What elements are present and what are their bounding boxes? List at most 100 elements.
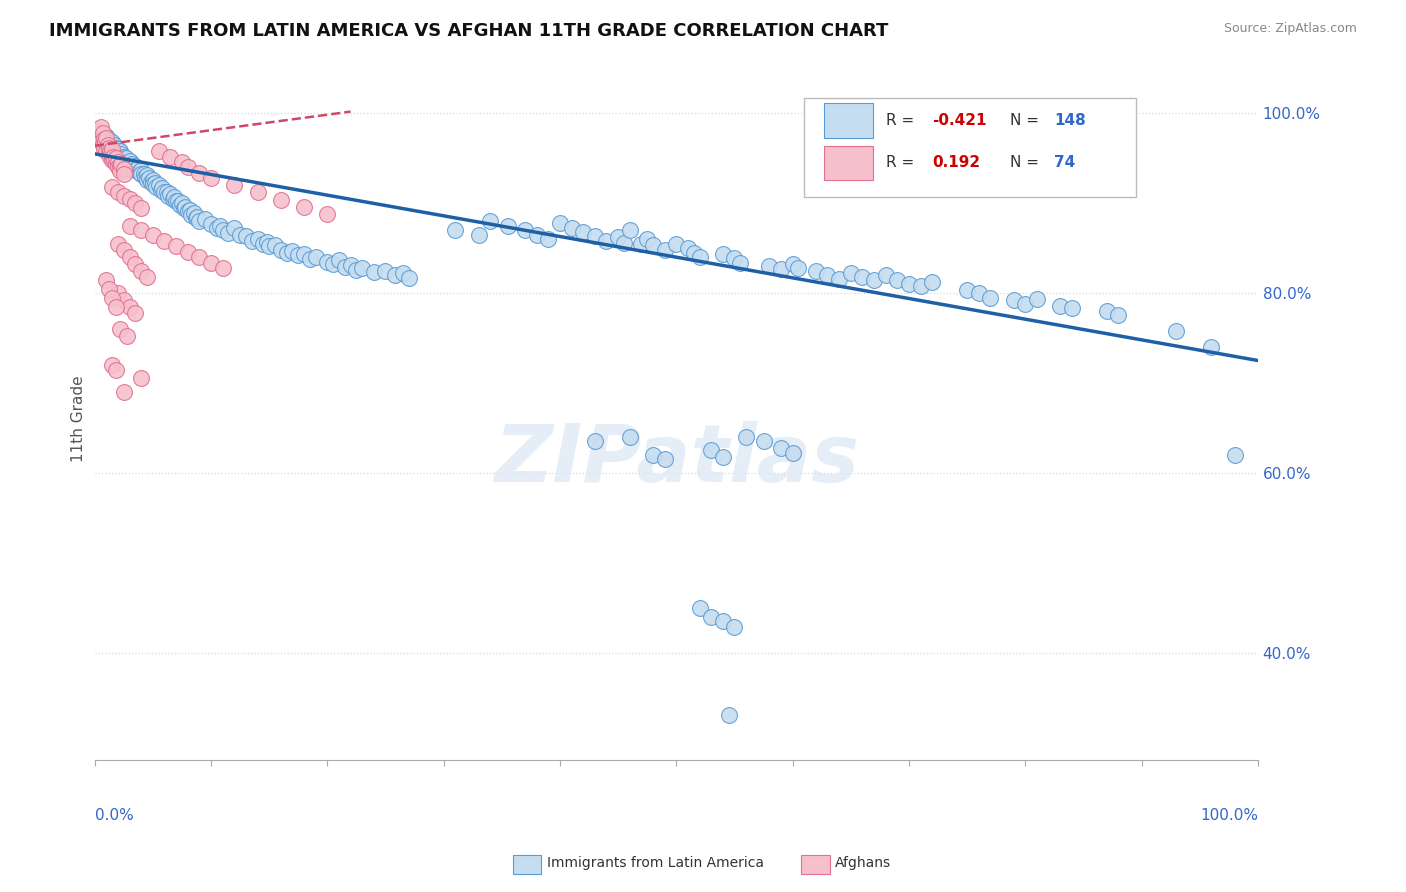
Point	[967, 286, 990, 301]
Point	[124, 159, 146, 173]
Point	[97, 136, 120, 151]
Point	[139, 175, 162, 189]
Point	[344, 262, 367, 277]
Point	[91, 131, 114, 145]
Point	[170, 196, 193, 211]
Point	[142, 178, 165, 192]
Point	[839, 266, 862, 280]
Point	[398, 270, 420, 285]
Point	[104, 151, 127, 165]
Point	[110, 322, 132, 336]
Point	[194, 212, 217, 227]
Point	[246, 186, 269, 200]
Point	[444, 223, 467, 237]
Point	[129, 223, 152, 237]
Point	[97, 141, 120, 155]
Point	[112, 162, 135, 177]
Point	[363, 265, 385, 279]
Point	[211, 223, 233, 237]
Point	[752, 434, 775, 449]
Point	[142, 173, 165, 187]
Text: -0.421: -0.421	[932, 113, 987, 128]
Point	[613, 235, 636, 250]
Point	[526, 227, 548, 242]
Point	[352, 260, 374, 275]
Point	[110, 157, 132, 171]
Point	[956, 283, 979, 297]
Point	[118, 159, 141, 173]
Point	[339, 258, 361, 272]
Point	[654, 243, 676, 257]
Point	[163, 190, 186, 204]
Point	[136, 269, 159, 284]
Point	[162, 192, 184, 206]
Point	[124, 196, 146, 211]
Point	[711, 614, 734, 628]
Point	[124, 257, 146, 271]
Point	[179, 203, 201, 218]
Point	[298, 252, 321, 266]
Point	[641, 238, 664, 252]
Point	[98, 139, 121, 153]
Point	[689, 250, 711, 264]
Point	[177, 204, 200, 219]
Point	[723, 620, 745, 634]
Point	[281, 244, 304, 258]
Point	[93, 131, 115, 145]
Point	[548, 216, 571, 230]
Point	[104, 144, 127, 158]
Point	[101, 291, 124, 305]
Text: R =: R =	[886, 155, 914, 170]
Point	[91, 137, 114, 152]
Point	[124, 306, 146, 320]
Text: 74: 74	[1054, 155, 1076, 170]
Point	[384, 268, 406, 282]
Point	[101, 180, 124, 194]
Point	[136, 169, 159, 183]
Point	[1049, 299, 1071, 313]
Point	[711, 450, 734, 464]
Point	[107, 155, 129, 169]
Point	[863, 272, 886, 286]
Point	[112, 149, 135, 163]
Point	[124, 163, 146, 178]
Point	[96, 144, 118, 158]
Point	[256, 235, 278, 249]
Point	[188, 214, 211, 228]
Point	[787, 260, 810, 275]
Point	[87, 124, 110, 138]
Point	[150, 181, 173, 195]
Point	[129, 168, 152, 182]
Point	[148, 144, 170, 158]
Point	[174, 200, 197, 214]
Point	[636, 232, 658, 246]
Point	[496, 219, 519, 233]
Point	[98, 144, 121, 158]
Point	[676, 241, 699, 255]
Text: N =: N =	[1010, 113, 1039, 128]
Point	[689, 600, 711, 615]
Point	[101, 142, 124, 156]
Text: ZIPatlas: ZIPatlas	[494, 421, 859, 499]
Text: IMMIGRANTS FROM LATIN AMERICA VS AFGHAN 11TH GRADE CORRELATION CHART: IMMIGRANTS FROM LATIN AMERICA VS AFGHAN …	[49, 22, 889, 40]
Point	[104, 140, 127, 154]
Point	[98, 149, 121, 163]
Point	[1002, 293, 1025, 308]
Point	[156, 185, 179, 199]
Point	[143, 177, 166, 191]
Point	[188, 166, 211, 180]
Point	[107, 161, 129, 175]
Point	[110, 144, 132, 158]
Point	[90, 133, 112, 147]
Text: N =: N =	[1010, 155, 1039, 170]
Point	[97, 146, 120, 161]
Point	[129, 163, 152, 178]
Point	[112, 189, 135, 203]
Bar	[824, 145, 873, 180]
Point	[619, 430, 641, 444]
Point	[537, 232, 560, 246]
Point	[184, 211, 207, 225]
Point	[717, 708, 740, 723]
Point	[1095, 304, 1118, 318]
Point	[89, 120, 111, 134]
